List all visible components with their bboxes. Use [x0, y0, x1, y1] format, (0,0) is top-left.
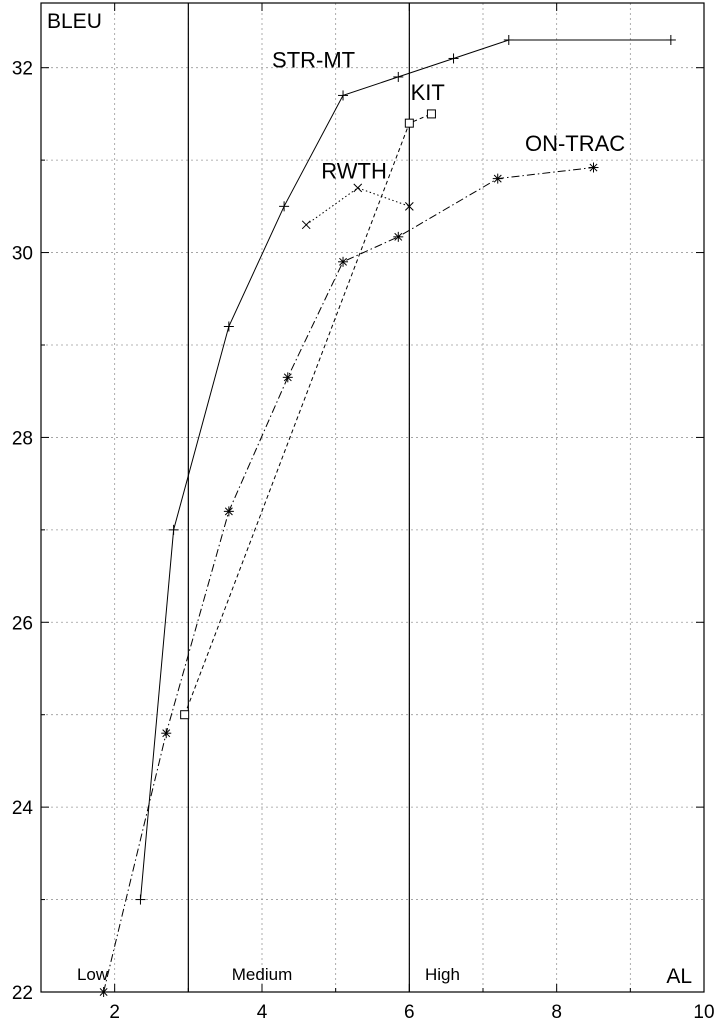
data-point-on-trac [492, 173, 503, 184]
y-tick-label: 26 [12, 613, 33, 634]
grid-lines [41, 3, 704, 992]
data-point-kit [426, 109, 436, 119]
series-label-rwth: RWTH [321, 159, 387, 184]
data-point-rwth [301, 220, 311, 230]
data-point-on-trac [588, 162, 599, 173]
data-point-on-trac [282, 372, 293, 383]
series-label-on-trac: ON-TRAC [525, 131, 625, 156]
y-tick-label: 30 [12, 244, 33, 265]
plot-frame [40, 2, 705, 993]
series-line-rwth [305, 187, 410, 226]
y-tick-label: 24 [12, 798, 34, 819]
data-point-rwth [404, 201, 414, 211]
data-point-on-trac [338, 256, 349, 267]
data-point-kit [180, 710, 190, 720]
series-label-str-mt: STR-MT [272, 48, 355, 73]
x-tick-label: 4 [257, 1002, 268, 1023]
x-tick-label: 2 [109, 1002, 120, 1023]
y-tick-label: 28 [12, 428, 33, 449]
x-tick-label: 6 [404, 1002, 415, 1023]
data-point-str-mt [168, 524, 179, 535]
y-tick-label: 22 [12, 983, 33, 1004]
x-axis-label: AL [666, 965, 692, 988]
data-point-str-mt [338, 90, 349, 101]
data-point-str-mt [393, 71, 404, 82]
x-tick-label: 10 [693, 1002, 714, 1023]
region-label: Low [77, 965, 109, 984]
data-point-rwth [353, 183, 363, 193]
data-point-str-mt [503, 34, 514, 45]
data-point-str-mt [223, 321, 234, 332]
data-point-str-mt [448, 53, 459, 64]
chart-labels: BLEU AL Low Medium High STR-MT KIT RWTH ON-TRA… [47, 10, 692, 988]
data-point-str-mt [665, 34, 676, 45]
series-markers [98, 34, 676, 997]
data-point-str-mt [279, 201, 290, 212]
region-label: Medium [232, 965, 292, 984]
data-point-str-mt [135, 894, 146, 905]
series-line-str-mt [140, 39, 671, 900]
series-label-kit: KIT [411, 80, 445, 105]
data-point-on-trac [161, 728, 172, 739]
data-point-on-trac [223, 506, 234, 517]
region-label: High [425, 965, 460, 984]
data-point-kit [404, 118, 414, 128]
data-point-on-trac [393, 231, 404, 242]
region-boundaries [187, 3, 410, 992]
x-tick-label: 8 [551, 1002, 562, 1023]
series-line-kit [184, 113, 432, 715]
y-axis-label: BLEU [47, 10, 102, 33]
y-tick-label: 32 [12, 59, 33, 80]
series-line-on-trac [103, 167, 594, 993]
